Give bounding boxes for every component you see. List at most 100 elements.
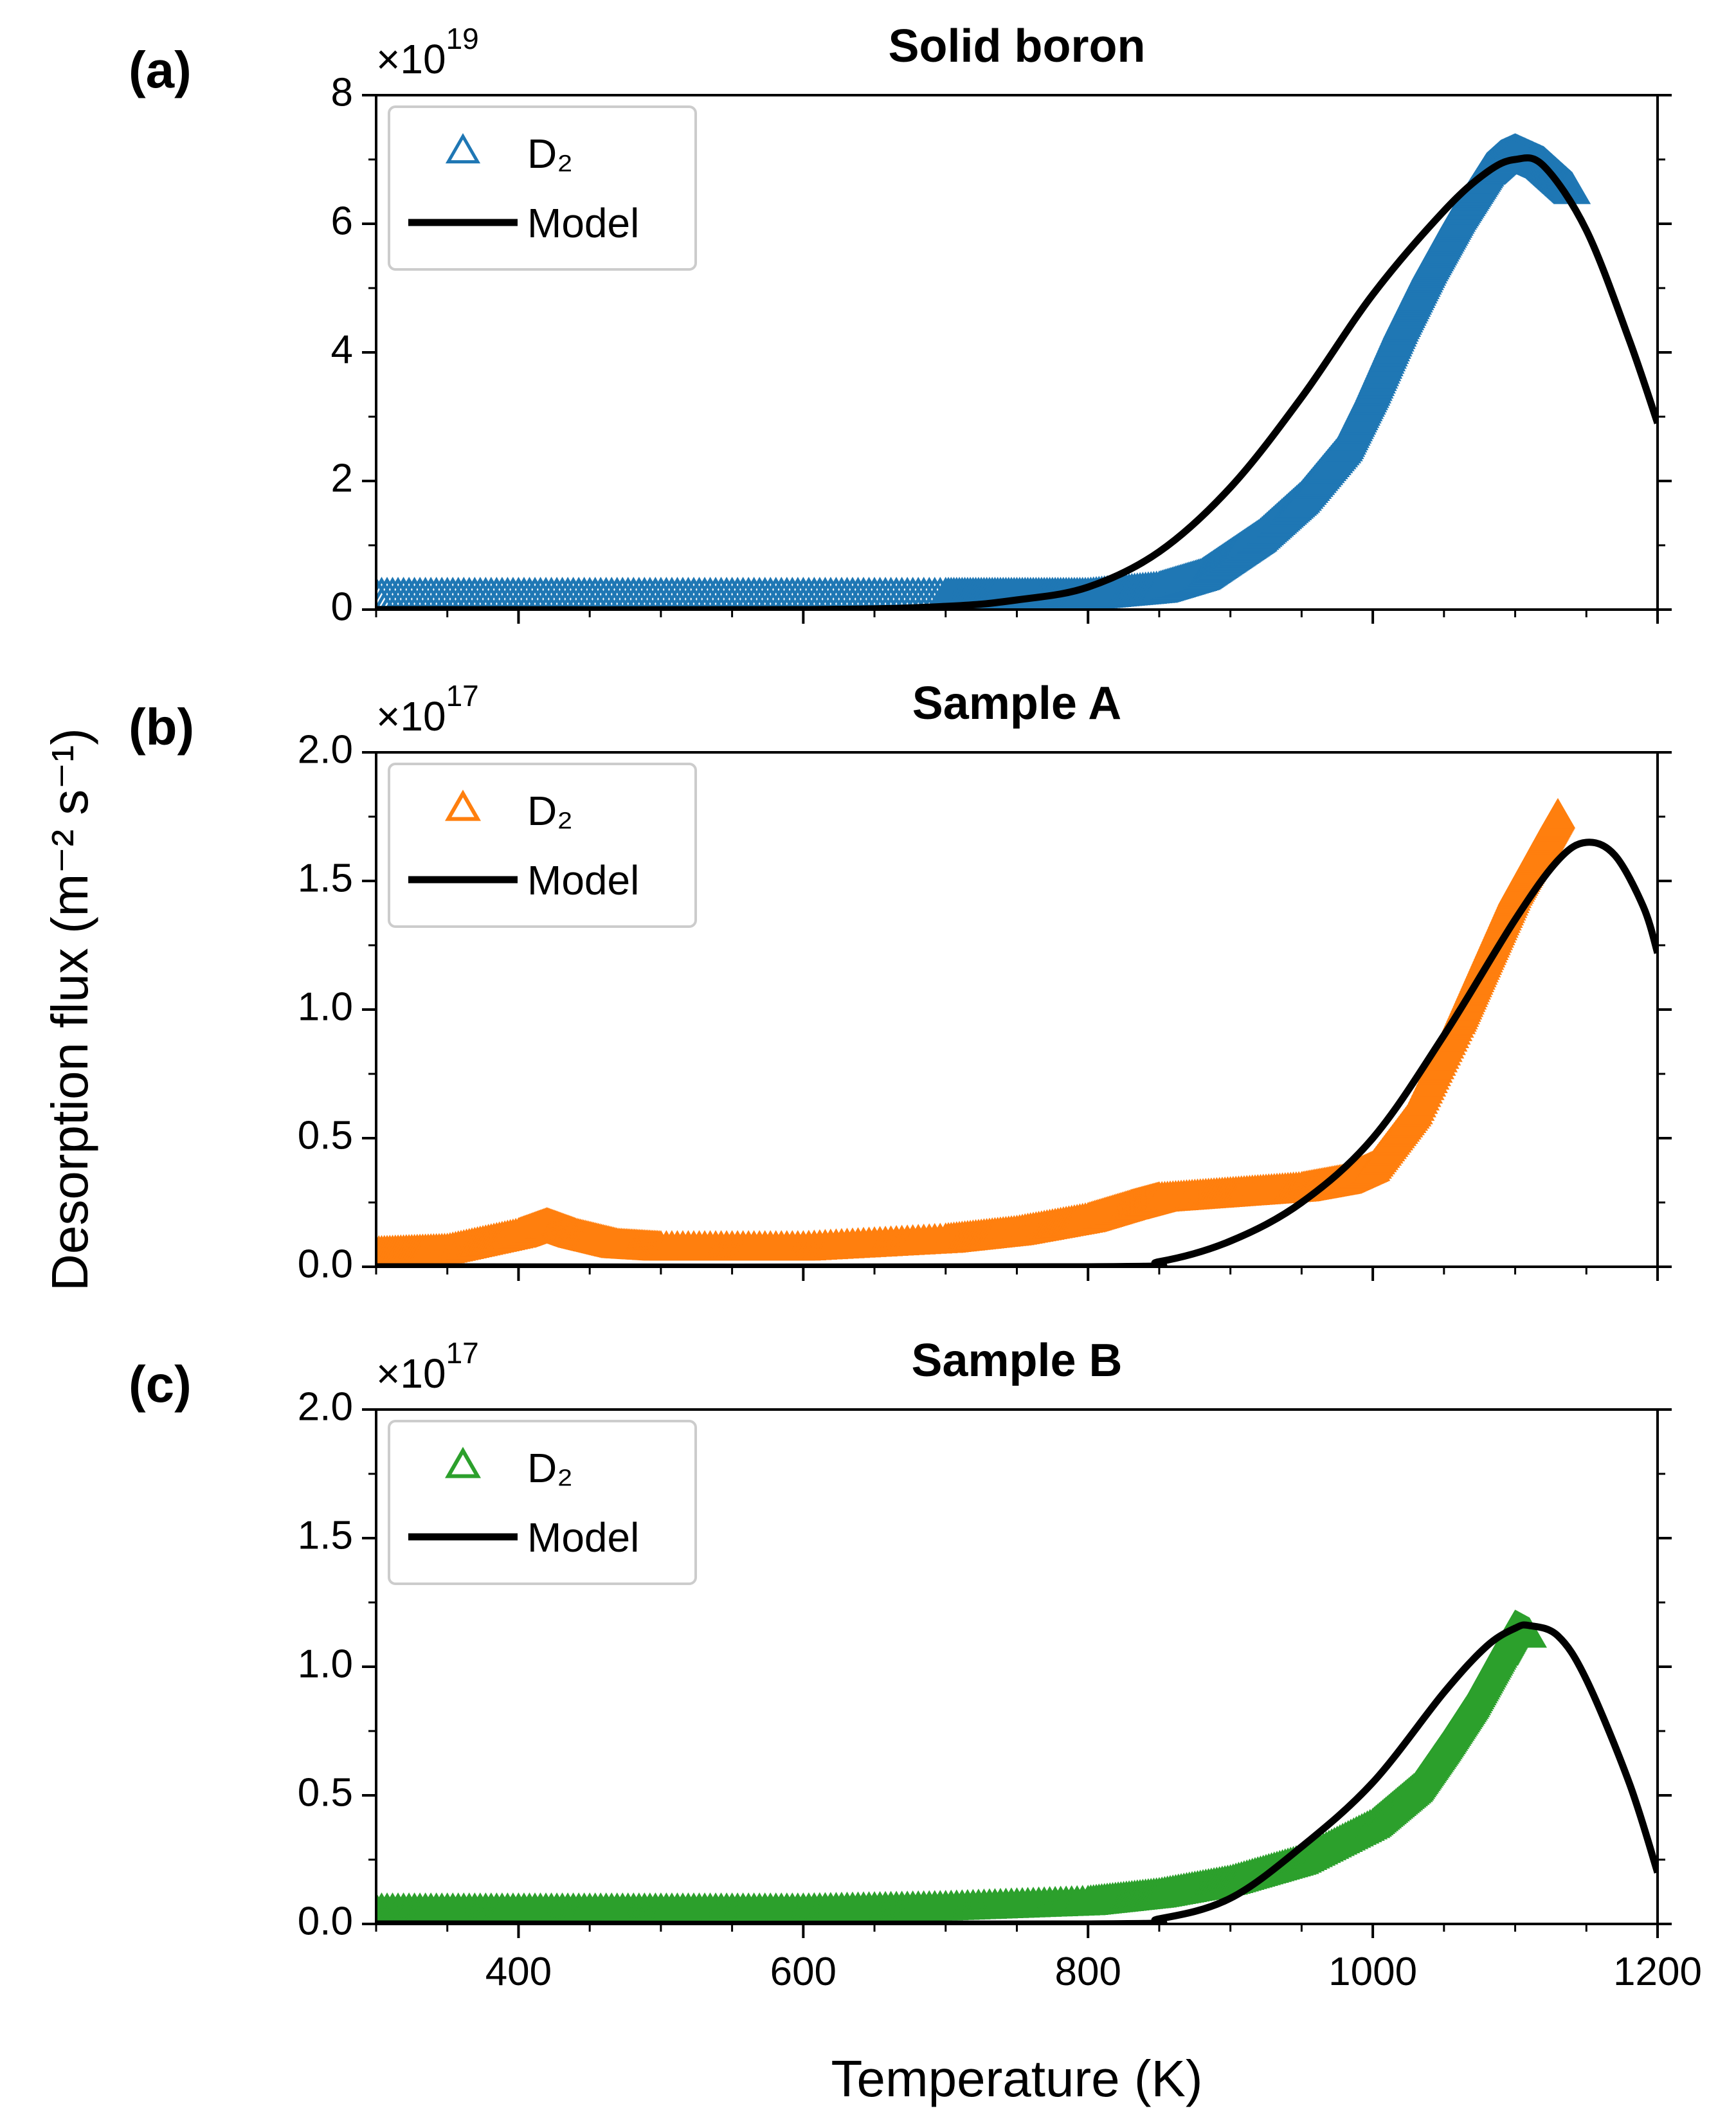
legend-box [388, 763, 697, 928]
multiplier-exponent: 17 [446, 1336, 479, 1370]
model-line [376, 154, 1658, 610]
data-marker [587, 576, 625, 610]
legend-label-model: Model [527, 1514, 639, 1561]
x-axis-label: Temperature (K) [831, 2050, 1203, 2107]
data-marker [746, 576, 784, 610]
data-marker [500, 576, 538, 610]
data-marker [800, 576, 838, 610]
legend-marker [445, 132, 481, 164]
data-marker [406, 576, 444, 610]
data-marker [489, 576, 527, 610]
data-marker [576, 576, 614, 610]
y-scale-multiplier: ×1019 [376, 22, 479, 82]
y-tick-label: 2 [331, 456, 353, 500]
data-marker [686, 576, 724, 610]
panel-2: 0.0 0.5 1.0 1.5 2.0 ×1017 Sample A (b) D₂ Model [129, 678, 1672, 1286]
x-tick-label: 400 [485, 1950, 552, 1994]
data-marker [511, 576, 548, 610]
panel-3: 0.0 0.5 1.0 1.5 2.0 400 600 800 1000 1200 ×1017 Sam… [129, 1335, 1702, 1994]
data-marker [417, 576, 455, 610]
data-marker [752, 576, 790, 610]
data-marker [872, 576, 910, 610]
data-marker [376, 576, 411, 610]
panel-title: Sample B [911, 1335, 1122, 1386]
data-marker [560, 576, 598, 610]
panel-letter: (b) [129, 698, 194, 756]
data-marker [505, 576, 543, 610]
data-marker [439, 576, 477, 610]
data-marker [735, 576, 773, 610]
panel-title: Solid boron [889, 21, 1146, 72]
x-tick-label: 1000 [1328, 1950, 1417, 1994]
data-marker [609, 576, 647, 610]
multiplier-exponent: 19 [446, 22, 479, 55]
panel-letter: (a) [129, 41, 192, 98]
data-marker [532, 576, 570, 610]
data-marker [450, 576, 488, 610]
panel-title: Sample A [912, 678, 1121, 729]
y-tick-label: 0.5 [298, 1113, 353, 1157]
data-marker [773, 576, 811, 610]
legend-label-data: D₂ [527, 788, 573, 834]
data-marker [571, 576, 609, 610]
data-marker [867, 576, 905, 610]
data-marker [538, 576, 576, 610]
x-tick-label: 800 [1054, 1950, 1121, 1994]
data-marker [494, 576, 532, 610]
data-marker [1540, 797, 1576, 829]
x-tick-label: 600 [770, 1950, 836, 1994]
multiplier-exponent: 17 [446, 679, 479, 712]
data-marker [376, 576, 401, 610]
panel-letter: (c) [129, 1356, 192, 1413]
data-marker [697, 576, 735, 610]
data-marker [763, 576, 800, 610]
data-marker [883, 576, 921, 610]
legend-label-model: Model [527, 857, 639, 903]
legend-label-model: Model [527, 200, 639, 246]
data-marker [702, 576, 740, 610]
legend: D₂ Model [388, 105, 697, 271]
model-line [376, 1621, 1658, 1924]
data-marker [730, 576, 768, 610]
data-marker [445, 576, 483, 610]
x-tick-label: 1200 [1613, 1950, 1702, 1994]
data-marker [390, 576, 428, 610]
data-marker [434, 576, 472, 610]
data-marker [467, 576, 505, 610]
data-marker [669, 576, 707, 610]
plot-area [376, 132, 1658, 610]
data-marker [483, 576, 521, 610]
data-marker [516, 576, 554, 610]
y-tick-label: 0.0 [298, 1242, 353, 1286]
data-marker [461, 576, 499, 610]
data-marker [894, 576, 932, 610]
data-marker [811, 576, 849, 610]
data-marker [615, 576, 653, 610]
data-marker [900, 576, 937, 610]
data-marker [828, 576, 866, 610]
data-marker [472, 576, 510, 610]
data-marker [822, 576, 860, 610]
y-tick-label: 2.0 [298, 1384, 353, 1429]
data-marker [768, 576, 806, 610]
data-marker [395, 576, 433, 610]
data-marker [724, 576, 762, 610]
data-marker [784, 576, 822, 610]
data-marker [779, 576, 817, 610]
y-tick-label: 1.0 [298, 1642, 353, 1686]
data-marker [833, 576, 872, 610]
data-marker [543, 576, 581, 610]
data-marker [604, 576, 642, 610]
data-marker [478, 576, 516, 610]
data-marker [642, 576, 680, 610]
data-marker [423, 576, 461, 610]
data-marker [719, 576, 757, 610]
data-marker [691, 576, 729, 610]
legend-label-data: D₂ [527, 1445, 573, 1491]
panel-1: 0 2 4 6 8 ×1019 Solid boron (a) D₂ Model [129, 21, 1672, 629]
legend: D₂ Model [388, 1420, 697, 1585]
data-marker [456, 576, 494, 610]
legend-marker [445, 789, 481, 821]
legend-marker [445, 1446, 481, 1478]
